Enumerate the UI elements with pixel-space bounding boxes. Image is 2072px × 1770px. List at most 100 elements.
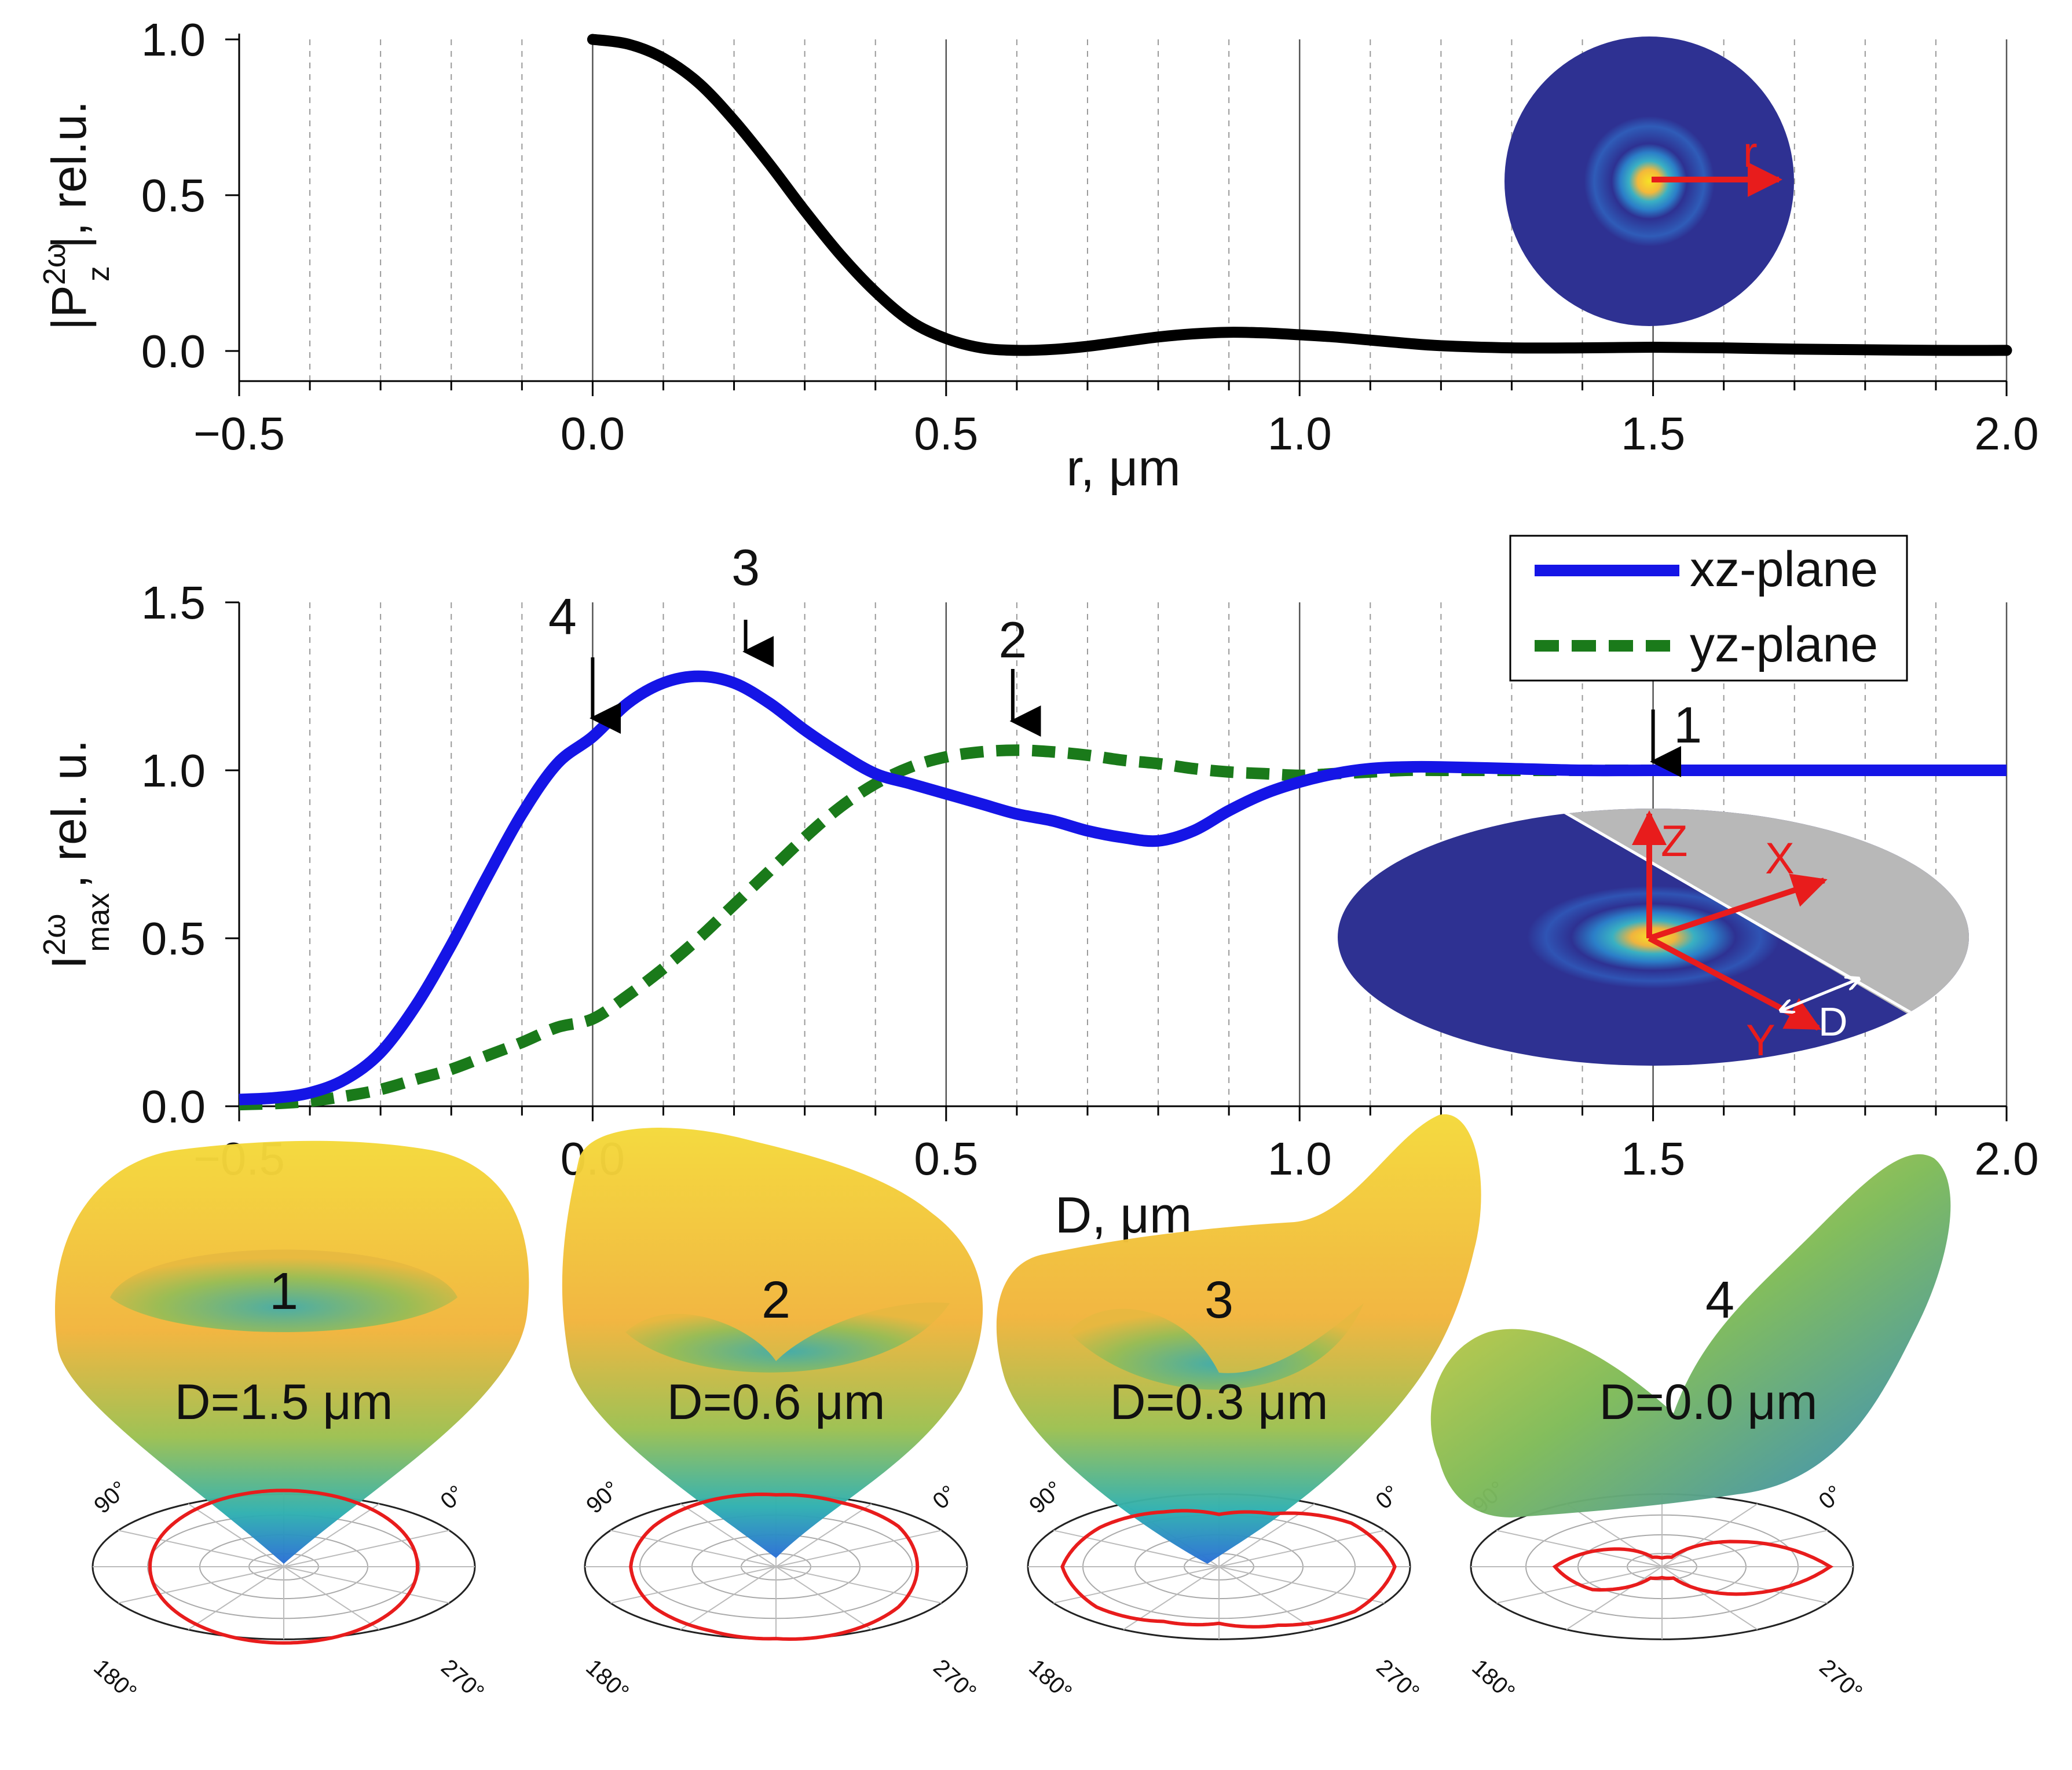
panel-number: 1 bbox=[269, 1263, 298, 1321]
radiation-surface bbox=[1430, 1154, 1951, 1517]
polar-spoke bbox=[118, 1530, 284, 1567]
radiation-surface bbox=[55, 1140, 529, 1564]
y-tick-label: 0.0 bbox=[141, 326, 206, 377]
polar-tick-label: 180° bbox=[89, 1654, 141, 1705]
polar-tick-label: 270° bbox=[436, 1654, 489, 1705]
polar-tick-label: 0° bbox=[928, 1480, 961, 1514]
profile-y-label: |P2ω z|, rel.u. bbox=[37, 101, 116, 330]
y-tick-label: 0.5 bbox=[141, 170, 206, 221]
polar-tick-label: 270° bbox=[928, 1654, 981, 1705]
polar-spoke bbox=[1661, 1530, 1828, 1567]
polar-spoke bbox=[283, 1566, 380, 1630]
polar-tick-label: 180° bbox=[581, 1654, 634, 1705]
profile-x-label: r, μm bbox=[1066, 439, 1180, 496]
xz-plane-series-line bbox=[239, 670, 2007, 1106]
x-tick-label: 1.0 bbox=[1268, 408, 1332, 459]
polar-pattern-curve bbox=[1060, 1509, 1397, 1629]
intensity-y-ticks: 0.0 0.5 1.0 1.5 bbox=[141, 577, 239, 1132]
x-tick-label: 2.0 bbox=[1974, 1133, 2038, 1184]
marker-label: 2 bbox=[998, 611, 1027, 668]
polar-tick-label: 270° bbox=[1814, 1654, 1867, 1705]
panel-label: D=0.3 μm bbox=[1110, 1374, 1328, 1430]
profile-chart: −0.5 0.0 0.5 1.0 1.5 2.0 0.0 0.5 1.0 |P2ω z|, re… bbox=[37, 14, 2039, 496]
polar-tick-label: 180° bbox=[1024, 1654, 1077, 1705]
polar-spoke bbox=[775, 1530, 942, 1567]
y-tick-label: 1.5 bbox=[141, 577, 206, 628]
polar-pattern-curve bbox=[148, 1489, 420, 1645]
polar-spoke bbox=[610, 1530, 777, 1567]
legend: xz-plane yz-plane bbox=[1509, 535, 1908, 682]
x-tick-label: 2.0 bbox=[1974, 408, 2038, 459]
polar-spoke bbox=[283, 1503, 380, 1567]
x-tick-label: 1.5 bbox=[1621, 1133, 1685, 1184]
x-tick-label: −0.5 bbox=[193, 408, 285, 459]
panel-label: D=0.0 μm bbox=[1599, 1374, 1818, 1430]
polar-spoke bbox=[680, 1566, 777, 1630]
marker-label: 1 bbox=[1674, 696, 1702, 754]
y-tick-label: 1.0 bbox=[141, 745, 206, 796]
polar-spoke bbox=[283, 1530, 450, 1567]
y-tick-label: 0.5 bbox=[141, 913, 206, 964]
polar-spoke bbox=[610, 1566, 777, 1604]
z-axis-label: Z bbox=[1661, 817, 1687, 866]
x-tick-label: 1.5 bbox=[1621, 408, 1685, 459]
beam-cross-section-inset: r bbox=[1504, 36, 1794, 326]
intensity-chart: −0.50.00.51.01.52.0 0.00.51.01.5 I2ωmax,… bbox=[37, 535, 2039, 1244]
panel-4: 90°0°180°270°4D=0.0 μm bbox=[1430, 1154, 1951, 1705]
polar-spoke bbox=[1218, 1566, 1385, 1604]
polar-tick-label: 0° bbox=[1814, 1480, 1847, 1514]
radiation-surface bbox=[562, 1128, 983, 1558]
polar-tick-label: 90° bbox=[89, 1476, 132, 1519]
panel-1: 90° 0° 180° 270° 1 D=1.5 μm bbox=[55, 1140, 529, 1705]
radiation-surface bbox=[996, 1114, 1481, 1564]
polar-tick-label: 270° bbox=[1371, 1654, 1424, 1705]
x-tick-label: 1.0 bbox=[1268, 1133, 1332, 1184]
polar-spoke bbox=[775, 1566, 872, 1630]
polar-spoke bbox=[1661, 1503, 1758, 1567]
x-axis-arrow bbox=[1648, 873, 1828, 941]
polar-spoke bbox=[1053, 1530, 1220, 1567]
radius-label: r bbox=[1743, 128, 1758, 176]
polar-tick-label: 0° bbox=[1371, 1480, 1404, 1514]
position-markers: 4 3 2 1 bbox=[548, 539, 1702, 777]
marker-label: 3 bbox=[731, 539, 760, 596]
profile-series-line bbox=[587, 34, 2012, 356]
radiation-surface-inner bbox=[110, 1249, 457, 1332]
polar-spoke bbox=[1661, 1566, 1828, 1604]
marker-label: 4 bbox=[548, 588, 577, 645]
polar-spoke bbox=[1218, 1566, 1315, 1630]
panel-number: 2 bbox=[762, 1271, 790, 1329]
legend-xz-label: xz-plane bbox=[1690, 542, 1878, 597]
panel-2: 90° 0° 180° 270° 2 D=0.6 μm bbox=[562, 1128, 983, 1705]
radiation-surface-inner bbox=[1068, 1303, 1364, 1390]
radiation-surface-inner bbox=[625, 1302, 950, 1373]
polar-tick-label: 90° bbox=[1024, 1476, 1067, 1519]
panel-number: 4 bbox=[1705, 1271, 1734, 1329]
polar-spoke bbox=[1218, 1530, 1385, 1567]
polar-spoke bbox=[775, 1503, 872, 1567]
polar-spoke bbox=[1661, 1566, 1758, 1630]
polar-spoke bbox=[1496, 1530, 1663, 1567]
polar-tick-label: 180° bbox=[1467, 1654, 1520, 1705]
x-tick-label: 0.5 bbox=[914, 1133, 978, 1184]
radiation-pattern-panels: 90° 0° 180° 270° 1 D=1.5 μm 90° 0° 180° 270° 2 D=0.… bbox=[55, 1114, 1951, 1705]
polar-spoke bbox=[775, 1566, 942, 1604]
polar-spoke bbox=[188, 1566, 284, 1630]
x-axis-label: X bbox=[1765, 834, 1795, 883]
half-plane-inset: Z X Y D bbox=[1338, 809, 1969, 1066]
panel-label: D=0.6 μm bbox=[667, 1374, 885, 1430]
profile-y-ticks: 0.0 0.5 1.0 bbox=[141, 14, 240, 381]
x-tick-label: 0.0 bbox=[561, 408, 625, 459]
d-label: D bbox=[1818, 999, 1848, 1044]
polar-tick-label: 0° bbox=[435, 1480, 469, 1514]
polar-spoke bbox=[118, 1566, 284, 1604]
profile-x-ticks: −0.5 0.0 0.5 1.0 1.5 2.0 bbox=[193, 381, 2039, 459]
panel-label: D=1.5 μm bbox=[175, 1374, 393, 1430]
panel-number: 3 bbox=[1205, 1271, 1233, 1329]
legend-yz-label: yz-plane bbox=[1690, 617, 1878, 672]
polar-tick-label: 90° bbox=[581, 1476, 624, 1519]
x-tick-label: 0.5 bbox=[914, 408, 978, 459]
y-tick-label: 1.0 bbox=[141, 14, 206, 65]
y-axis-label: Y bbox=[1746, 1016, 1776, 1065]
